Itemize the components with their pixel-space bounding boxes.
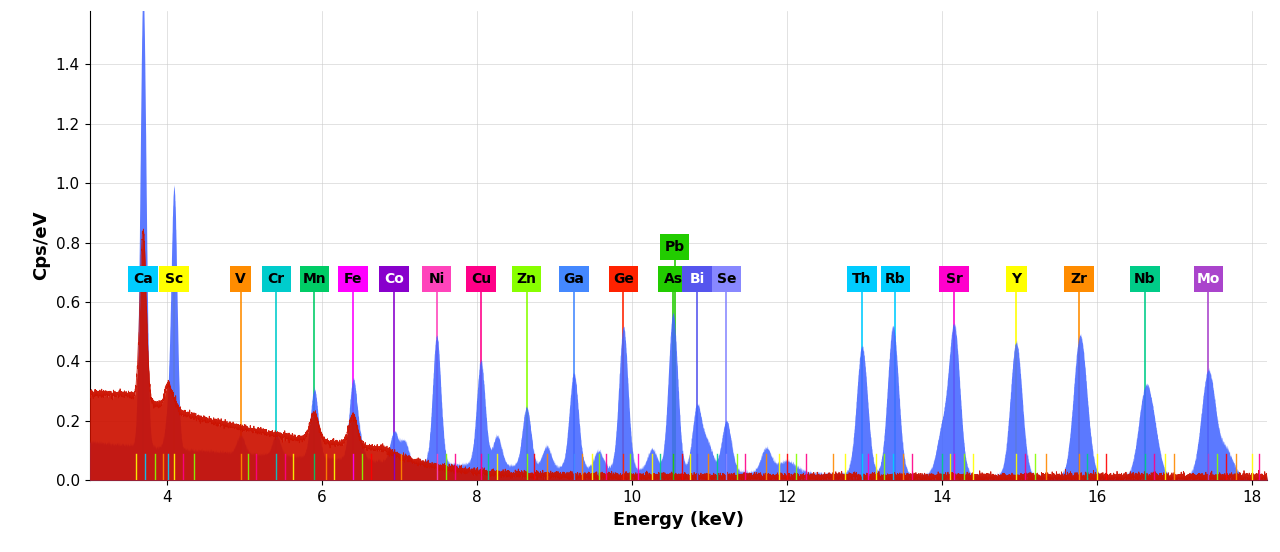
FancyBboxPatch shape (230, 266, 251, 291)
Text: Pb: Pb (664, 241, 685, 254)
FancyBboxPatch shape (847, 266, 877, 291)
Text: Y: Y (1011, 272, 1021, 285)
FancyBboxPatch shape (422, 266, 452, 291)
Text: Ca: Ca (133, 272, 152, 285)
Text: Nb: Nb (1134, 272, 1156, 285)
Text: Rb: Rb (884, 272, 906, 285)
FancyBboxPatch shape (261, 266, 291, 291)
Text: Mo: Mo (1197, 272, 1220, 285)
FancyBboxPatch shape (1193, 266, 1222, 291)
Text: Sc: Sc (165, 272, 183, 285)
Text: Cr: Cr (268, 272, 285, 285)
FancyBboxPatch shape (159, 266, 188, 291)
FancyBboxPatch shape (128, 266, 157, 291)
Text: Se: Se (717, 272, 736, 285)
FancyBboxPatch shape (300, 266, 329, 291)
FancyBboxPatch shape (1006, 266, 1027, 291)
Y-axis label: Cps/eV: Cps/eV (32, 211, 50, 280)
FancyBboxPatch shape (466, 266, 495, 291)
FancyBboxPatch shape (1130, 266, 1160, 291)
X-axis label: Energy (keV): Energy (keV) (613, 511, 744, 528)
FancyBboxPatch shape (609, 266, 639, 291)
Text: Ni: Ni (429, 272, 445, 285)
Text: Sr: Sr (946, 272, 963, 285)
FancyBboxPatch shape (559, 266, 589, 291)
FancyBboxPatch shape (712, 266, 741, 291)
FancyBboxPatch shape (1064, 266, 1093, 291)
Text: Fe: Fe (344, 272, 362, 285)
FancyBboxPatch shape (659, 235, 689, 261)
Text: Cu: Cu (471, 272, 492, 285)
FancyBboxPatch shape (940, 266, 969, 291)
Text: Zn: Zn (517, 272, 536, 285)
Text: Bi: Bi (690, 272, 704, 285)
Text: Ga: Ga (563, 272, 584, 285)
FancyBboxPatch shape (682, 266, 712, 291)
FancyBboxPatch shape (512, 266, 541, 291)
FancyBboxPatch shape (379, 266, 408, 291)
Text: Th: Th (852, 272, 872, 285)
Text: Zr: Zr (1070, 272, 1088, 285)
Text: Mn: Mn (302, 272, 326, 285)
FancyBboxPatch shape (658, 266, 687, 291)
Text: Ge: Ge (613, 272, 634, 285)
FancyBboxPatch shape (881, 266, 910, 291)
Text: As: As (663, 272, 682, 285)
FancyBboxPatch shape (338, 266, 367, 291)
Text: V: V (236, 272, 246, 285)
Text: Co: Co (384, 272, 404, 285)
